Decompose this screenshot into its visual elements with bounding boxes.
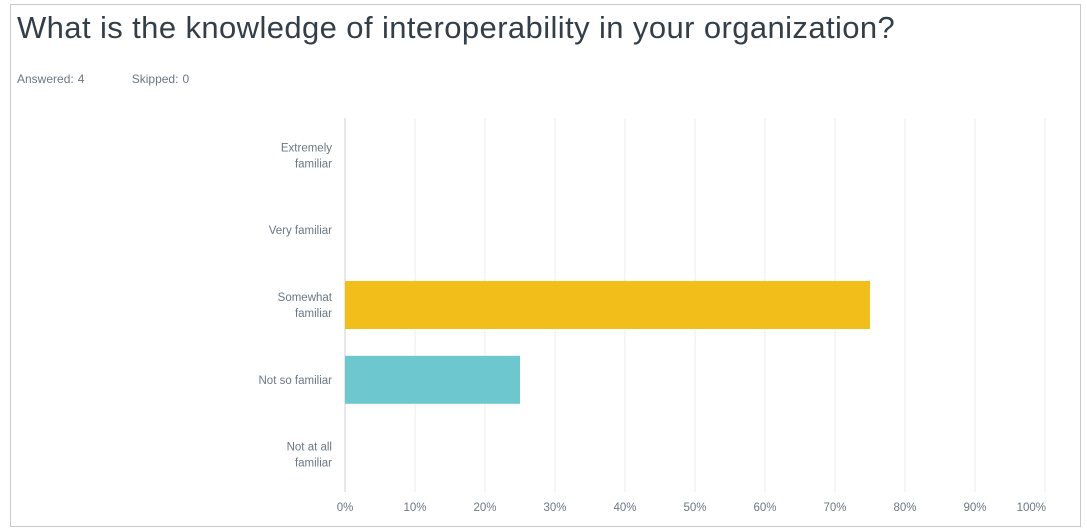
- x-tick-label: 100%: [1017, 502, 1046, 514]
- bars: [345, 281, 870, 404]
- x-tick-label: 90%: [963, 502, 986, 514]
- x-tick-label: 30%: [543, 502, 566, 514]
- category-label: Not at all familiar: [287, 442, 333, 470]
- skipped-count: Skipped: 0: [132, 72, 211, 86]
- x-tick-label: 60%: [753, 502, 776, 514]
- answered-label: Answered:: [17, 72, 74, 86]
- category-label: Not so familiar: [259, 375, 333, 387]
- x-tick-label: 0%: [337, 502, 354, 514]
- answered-value: 4: [77, 72, 85, 86]
- category-label: Very familiar: [269, 225, 332, 237]
- x-tick-label: 80%: [893, 502, 916, 514]
- category-labels: Extremely familiar Very familiar Somewhat fa…: [259, 142, 333, 469]
- skipped-value: 0: [182, 72, 190, 86]
- answered-count: Answered: 4: [17, 72, 106, 86]
- response-summary: Answered: 4 Skipped: 0: [17, 72, 233, 86]
- x-axis-ticks: 0% 10% 20% 30% 40% 50% 60% 70% 80% 90% 100%: [337, 502, 1046, 514]
- category-label: Somewhat familiar: [278, 292, 333, 320]
- x-tick-label: 20%: [473, 502, 496, 514]
- bar: [345, 355, 520, 404]
- survey-question-panel: [10, 4, 1081, 527]
- question-title: What is the knowledge of interoperabilit…: [17, 10, 896, 45]
- skipped-label: Skipped:: [131, 72, 179, 86]
- category-label: Extremely familiar: [281, 142, 332, 170]
- bar: [345, 281, 870, 329]
- x-tick-label: 10%: [403, 502, 426, 514]
- x-tick-label: 40%: [613, 502, 636, 514]
- x-tick-label: 50%: [683, 502, 706, 514]
- x-tick-label: 70%: [823, 502, 846, 514]
